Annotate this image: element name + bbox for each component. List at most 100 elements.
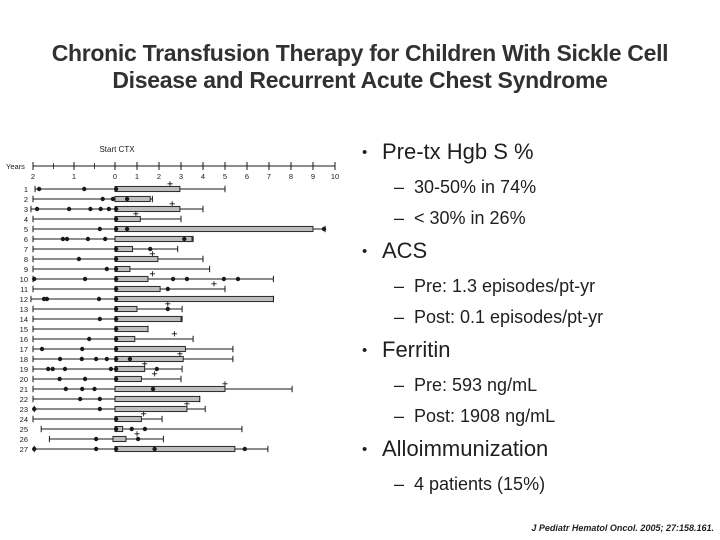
axis-tick-label: 1 <box>72 172 76 181</box>
acs-episode-dot <box>113 286 119 292</box>
axis-tick-label: 3 <box>179 172 183 181</box>
acs-episode-dot <box>113 246 119 252</box>
bullet-marker: • <box>362 243 368 260</box>
acs-episode-dot <box>77 396 83 402</box>
ctx-duration-bar <box>114 285 161 293</box>
slide-title-line-2: Disease and Recurrent Acute Chest Syndro… <box>112 67 608 93</box>
acs-episode-dot <box>113 426 119 432</box>
sub-bullet-item: – Pre: 1.3 episodes/pt-yr <box>394 274 714 299</box>
acs-episode-dot <box>142 426 148 432</box>
acs-episode-dot <box>113 376 119 382</box>
ctx-duration-bar <box>114 355 184 363</box>
slide-title-line-1: Chronic Transfusion Therapy for Children… <box>51 40 669 66</box>
acs-episode-dot <box>113 206 119 212</box>
acs-episode-dot <box>96 296 102 302</box>
acs-episode-dot <box>50 366 55 372</box>
ctx-duration-bar <box>114 325 149 333</box>
dash-marker: – <box>394 276 405 296</box>
ctx-duration-bar <box>114 215 141 223</box>
ctx-duration-bar <box>114 295 274 303</box>
acs-episode-dot <box>113 416 119 422</box>
acs-episode-dot <box>45 366 51 372</box>
ctx-duration-bar <box>114 315 182 323</box>
acs-episode-dot <box>113 186 119 192</box>
patient-row-label: 22 <box>20 395 28 404</box>
acs-episode-dot <box>80 386 85 392</box>
ctx-duration-bar <box>114 235 193 243</box>
acs-episode-dot <box>150 386 156 392</box>
sub-bullet-label: Post: 1908 ng/mL <box>414 406 556 426</box>
sub-bullet-item: – Pre: 593 ng/mL <box>394 373 714 398</box>
acs-episode-dot <box>104 266 110 272</box>
acs-episode-dot <box>113 346 119 352</box>
ctx-duration-bar <box>114 405 188 413</box>
acs-episode-dot <box>113 336 119 342</box>
acs-episode-dot <box>113 276 119 282</box>
bullet-marker: • <box>362 342 368 359</box>
axis-tick-label: 2 <box>31 172 35 181</box>
patient-row-label: 12 <box>20 295 28 304</box>
acs-episode-dot <box>124 196 130 202</box>
patient-row-label: 4 <box>24 215 28 224</box>
patient-row-label: 27 <box>20 445 28 454</box>
acs-episode-dot <box>110 196 116 202</box>
axis-tick-label: 10 <box>331 172 339 181</box>
slide-title: Chronic Transfusion Therapy for Children… <box>0 40 720 94</box>
patient-row-label: 25 <box>20 425 28 434</box>
bullet-label: ACS <box>382 238 428 263</box>
acs-episode-dot <box>113 356 119 362</box>
acs-episode-dot <box>97 316 103 322</box>
bullet-item: • Alloimmunization <box>362 435 714 463</box>
acs-episode-dot <box>98 206 103 212</box>
ctx-duration-bar <box>114 225 314 233</box>
bullet-item: • Pre-tx Hgb S % <box>362 138 714 166</box>
acs-episode-dot <box>106 206 112 212</box>
sub-bullet-item: –30-50% in 74% <box>394 175 714 200</box>
acs-episode-dot <box>32 276 37 282</box>
sub-bullet-label: Pre: 1.3 episodes/pt-yr <box>414 276 596 296</box>
dash-marker: – <box>394 208 405 228</box>
ctx-duration-bar <box>114 255 159 263</box>
chart-title: Start CTX <box>99 145 135 154</box>
patient-row-label: 18 <box>20 355 28 364</box>
acs-episode-dot <box>113 326 119 332</box>
ctx-duration-bar <box>114 275 149 283</box>
patient-row-label: 1 <box>24 185 28 194</box>
acs-episode-dot <box>321 226 327 232</box>
acs-episode-dot <box>93 446 99 452</box>
patient-row-label: 8 <box>24 255 28 264</box>
dash-marker: – <box>394 474 405 494</box>
acs-episode-dot <box>93 436 99 442</box>
patient-row-label: 11 <box>20 285 28 294</box>
axis-tick-label: 0 <box>113 172 117 181</box>
ctx-duration-bar <box>114 305 138 313</box>
acs-episode-dot <box>44 296 50 302</box>
acs-episode-dot <box>113 256 119 262</box>
acs-episode-dot <box>32 406 37 412</box>
acs-episode-dot <box>93 356 99 362</box>
acs-episode-dot <box>235 276 241 282</box>
acs-episode-dot <box>113 216 119 222</box>
acs-episode-dot <box>221 276 227 282</box>
acs-episode-dot <box>154 366 159 372</box>
sub-bullet-label: 4 patients (15%) <box>414 474 546 494</box>
sub-bullet-item: – < 30% in 26% <box>394 206 714 231</box>
acs-episode-dot <box>85 236 91 242</box>
ctx-timeline-figure: 2 1 0 1 2 3 4 5 6 7 8 9 10 Start CTX Years 1 2 3 4 5 6 7 8 9 10 1… <box>2 136 360 468</box>
acs-episode-dot <box>36 186 42 192</box>
patient-row-label: 6 <box>24 235 28 244</box>
axis-tick-label: 8 <box>289 172 293 181</box>
patient-row-label: 5 <box>24 225 28 234</box>
ctx-duration-bar <box>114 445 236 453</box>
patient-row-label: 16 <box>20 335 28 344</box>
bullet-item: • ACS <box>362 237 714 265</box>
acs-episode-dot <box>66 206 72 212</box>
bullet-label: Pre-tx Hgb S % <box>382 139 534 164</box>
ctx-duration-bar <box>114 415 142 423</box>
patient-row-label: 7 <box>24 245 28 254</box>
patient-row-label: 14 <box>20 315 28 324</box>
acs-episode-dot <box>82 376 88 382</box>
acs-episode-dot <box>86 336 92 342</box>
